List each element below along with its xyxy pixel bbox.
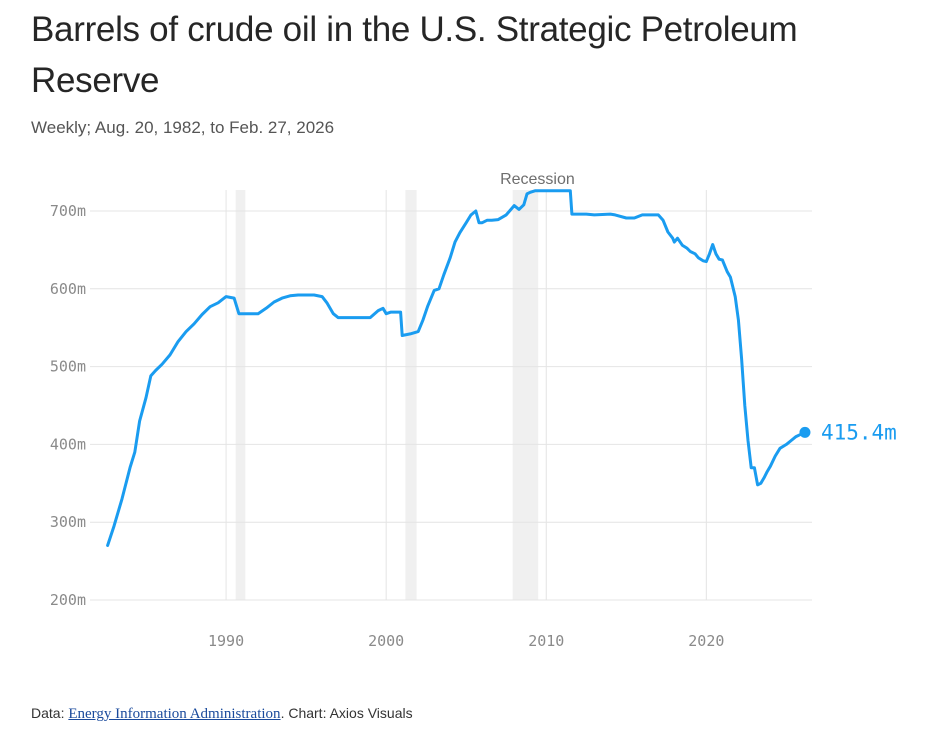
chart-title: Barrels of crude oil in the U.S. Strateg… xyxy=(31,10,798,100)
recession-bands xyxy=(235,190,539,600)
recession-label: Recession xyxy=(500,171,575,188)
gridlines xyxy=(90,190,812,601)
x-axis: 1990 2000 2010 2020 xyxy=(208,632,724,650)
recession-band xyxy=(405,190,417,600)
series-line xyxy=(106,189,807,547)
source-link[interactable]: Energy Information Administration xyxy=(68,706,281,722)
x-tick-label: 2010 xyxy=(528,632,564,650)
recession-band xyxy=(235,190,246,600)
footer: Data: Energy Information Administration.… xyxy=(31,705,413,723)
y-tick-label: 600m xyxy=(50,280,86,298)
end-point-marker xyxy=(799,426,811,438)
series: 415.4m xyxy=(106,189,897,547)
y-tick-label: 500m xyxy=(50,358,86,376)
end-value-label: 415.4m xyxy=(821,420,897,444)
footer-prefix: Data: xyxy=(31,705,69,721)
y-tick-label: 400m xyxy=(50,435,86,453)
x-tick-label: 1990 xyxy=(208,632,244,650)
y-axis: 200m 300m 400m 500m 600m 700m xyxy=(50,202,86,609)
footer-suffix: . Chart: Axios Visuals xyxy=(280,705,413,721)
y-tick-label: 200m xyxy=(50,591,86,609)
chart-subtitle: Weekly; Aug. 20, 1982, to Feb. 27, 2026 xyxy=(31,118,335,137)
y-tick-label: 300m xyxy=(50,513,86,531)
x-tick-label: 2020 xyxy=(688,632,724,650)
x-tick-label: 2000 xyxy=(368,632,404,650)
y-tick-label: 700m xyxy=(50,202,86,220)
recession-band xyxy=(512,190,539,600)
